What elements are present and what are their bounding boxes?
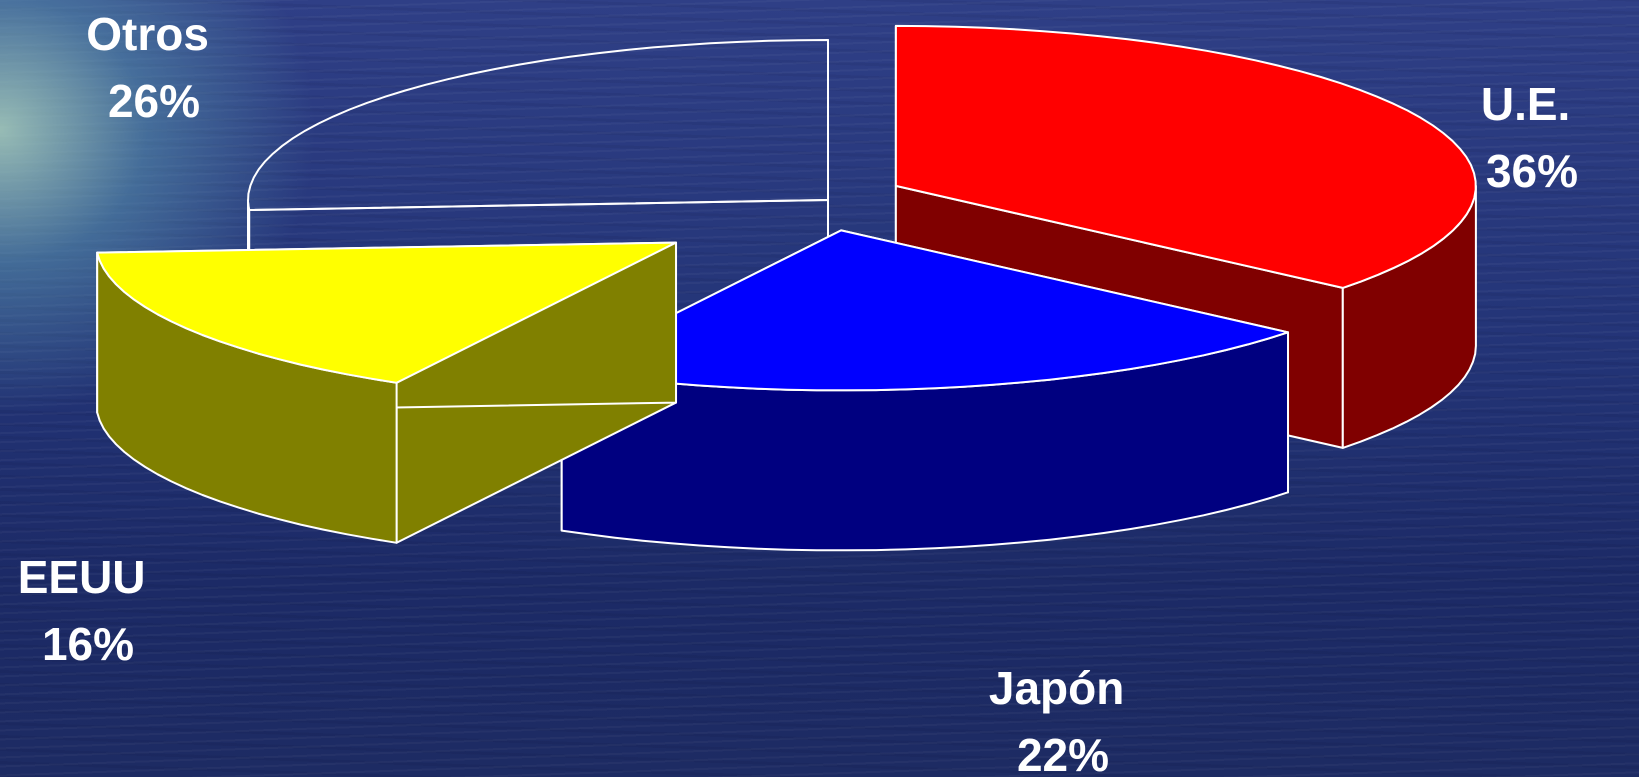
label-japon-name: Japón bbox=[989, 662, 1124, 714]
label-otros-name: Otros bbox=[86, 8, 209, 60]
label-ue: U.E. 36% bbox=[1481, 78, 1583, 197]
label-otros: Otros 26% bbox=[86, 8, 221, 127]
slice-eeuu bbox=[96, 241, 678, 544]
label-japon: Japón 22% bbox=[989, 662, 1137, 777]
label-otros-pct: 26% bbox=[108, 75, 200, 127]
label-ue-pct: 36% bbox=[1486, 145, 1578, 197]
label-eeuu-pct: 16% bbox=[42, 618, 134, 670]
label-japon-pct: 22% bbox=[1017, 729, 1109, 777]
slice-eeuu-top bbox=[96, 241, 678, 384]
slice-otros-top bbox=[247, 39, 829, 211]
slice-ue-top bbox=[894, 24, 1477, 289]
pie-slices bbox=[96, 24, 1477, 552]
label-eeuu-name: EEUU bbox=[18, 551, 146, 603]
slice-japn bbox=[560, 229, 1290, 552]
label-ue-name: U.E. bbox=[1481, 78, 1570, 130]
label-eeuu: EEUU 16% bbox=[18, 551, 159, 670]
pie-labels: U.E. 36% Japón 22% EEUU 16% Otros 26% bbox=[18, 8, 1583, 777]
